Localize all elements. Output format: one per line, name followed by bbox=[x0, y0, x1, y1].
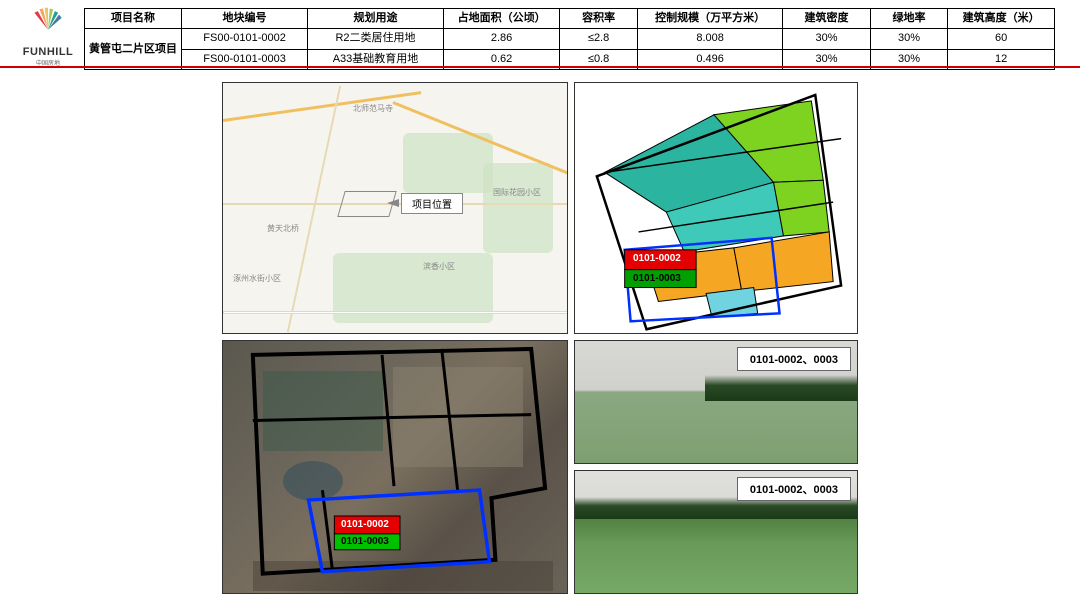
cell: ≤2.8 bbox=[560, 29, 638, 49]
map-hint: 国际花园小区 bbox=[493, 187, 541, 198]
th-use: 规划用途 bbox=[308, 9, 444, 29]
plan-callout-0003: 0101-0003 bbox=[633, 273, 681, 284]
table-header-row: 项目名称 地块编号 规划用途 占地面积（公顷） 容积率 控制规模（万平方米） 建… bbox=[85, 9, 1055, 29]
map-location-label: 项目位置 bbox=[401, 193, 463, 214]
sat-svg bbox=[223, 341, 567, 594]
parcel-table: 项目名称 地块编号 规划用途 占地面积（公顷） 容积率 控制规模（万平方米） 建… bbox=[84, 8, 1055, 70]
plan-callout-0002: 0101-0002 bbox=[633, 253, 681, 264]
cell: 2.86 bbox=[443, 29, 559, 49]
street-map-panel: 项目位置 北师范马寺 黄天北桥 涿州水街小区 国际花园小区 滨香小区 bbox=[222, 82, 568, 334]
planning-panel: 0101-0002 0101-0003 bbox=[574, 82, 858, 334]
map-hint: 涿州水街小区 bbox=[233, 273, 281, 284]
logo: FUNHILL 中国房地 bbox=[18, 6, 78, 67]
image-grid: 项目位置 北师范马寺 黄天北桥 涿州水街小区 国际花园小区 滨香小区 0101-… bbox=[222, 82, 860, 594]
cell: FS00-0101-0002 bbox=[182, 29, 308, 49]
red-divider bbox=[0, 66, 1080, 68]
th-green: 绿地率 bbox=[870, 9, 948, 29]
plan-svg bbox=[575, 83, 857, 333]
cell: 60 bbox=[948, 29, 1055, 49]
funhill-logo-icon bbox=[31, 6, 65, 40]
th-density: 建筑密度 bbox=[783, 9, 870, 29]
site-photo-2: 0101-0002、0003 bbox=[574, 470, 858, 594]
site-photo-1: 0101-0002、0003 bbox=[574, 340, 858, 464]
logo-text: FUNHILL bbox=[18, 46, 78, 58]
th-area: 占地面积（公顷） bbox=[443, 9, 559, 29]
th-far: 容积率 bbox=[560, 9, 638, 29]
th-scale: 控制规模（万平方米） bbox=[637, 9, 783, 29]
project-name-cell: 黄管屯二片区项目 bbox=[85, 29, 182, 70]
photo-column: 0101-0002、0003 0101-0002、0003 bbox=[574, 340, 858, 594]
photo-tag-1: 0101-0002、0003 bbox=[737, 347, 851, 371]
cell: R2二类居住用地 bbox=[308, 29, 444, 49]
th-parcel: 地块编号 bbox=[182, 9, 308, 29]
table-row: 黄管屯二片区项目 FS00-0101-0002 R2二类居住用地 2.86 ≤2… bbox=[85, 29, 1055, 49]
cell: 30% bbox=[870, 29, 948, 49]
cell: 30% bbox=[783, 29, 870, 49]
map-hint: 滨香小区 bbox=[423, 261, 455, 272]
photo-tag-2: 0101-0002、0003 bbox=[737, 477, 851, 501]
sat-callout-0003: 0101-0003 bbox=[341, 536, 389, 547]
sat-callout-0002: 0101-0002 bbox=[341, 519, 389, 530]
satellite-panel: 0101-0002 0101-0003 bbox=[222, 340, 568, 594]
map-hint: 黄天北桥 bbox=[267, 223, 299, 234]
map-hint: 北师范马寺 bbox=[353, 103, 393, 114]
th-project: 项目名称 bbox=[85, 9, 182, 29]
th-height: 建筑高度（米） bbox=[948, 9, 1055, 29]
cell: 8.008 bbox=[637, 29, 783, 49]
